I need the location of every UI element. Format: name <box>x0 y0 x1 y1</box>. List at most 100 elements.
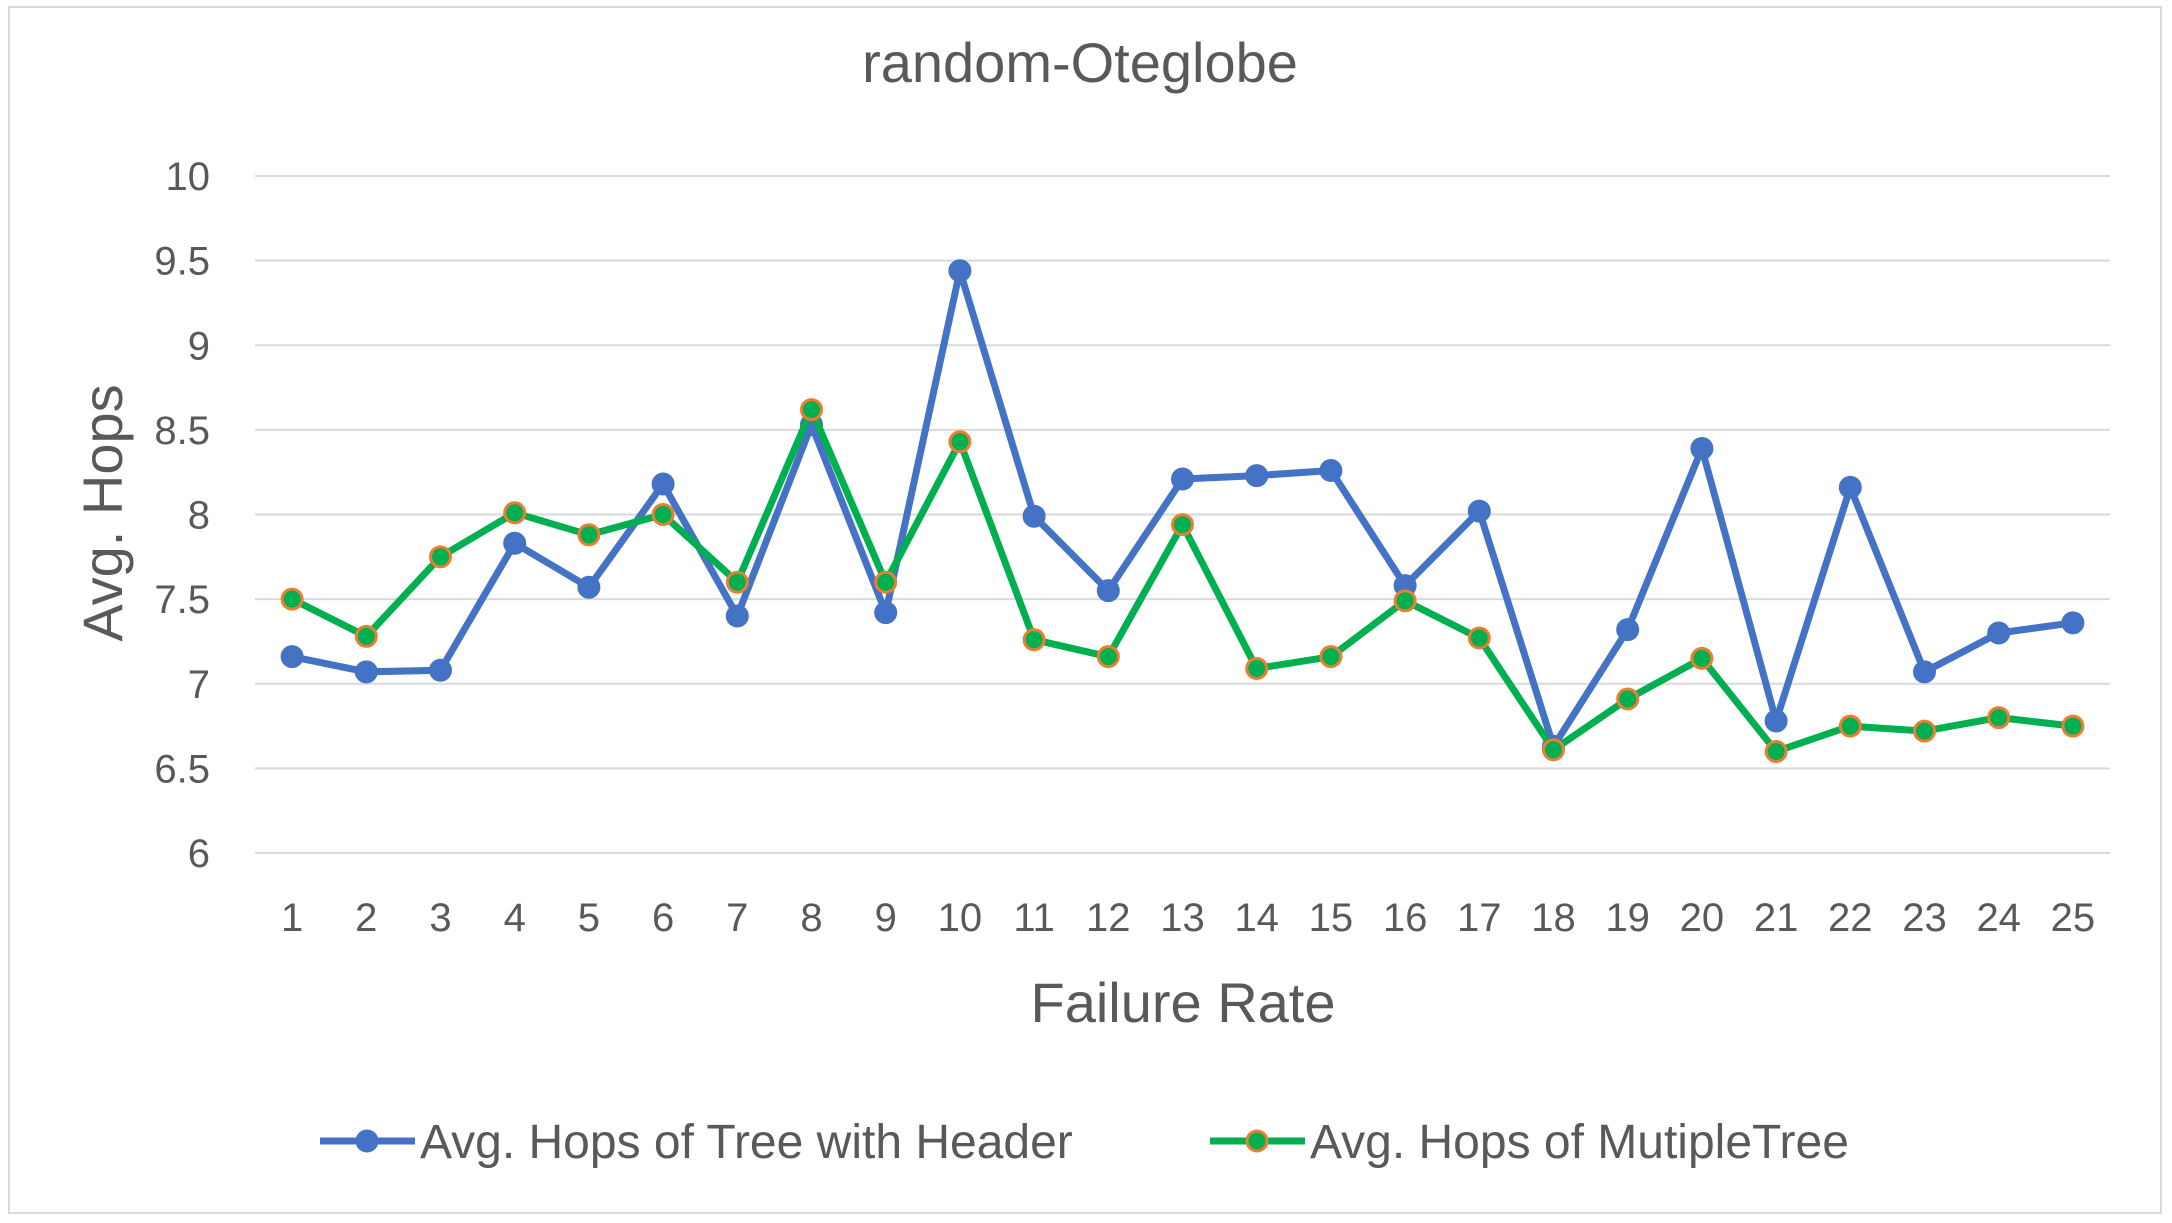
data-point <box>874 601 898 625</box>
data-point <box>800 398 823 422</box>
y-tick-label: 9 <box>188 324 210 368</box>
legend-item: Avg. Hops of MutipleTree <box>1210 1116 1849 1169</box>
data-point <box>1171 467 1194 491</box>
data-point <box>280 587 304 611</box>
data-point <box>354 660 378 684</box>
x-tick-label: 19 <box>1605 896 1650 940</box>
legend: Avg. Hops of Tree with Header Avg. Hops o… <box>320 1116 1849 1169</box>
series-line <box>288 267 2077 750</box>
data-point <box>354 624 378 648</box>
y-tick-label: 6.5 <box>154 747 210 791</box>
data-point <box>1764 709 1788 733</box>
legend-item: Avg. Hops of Tree with Header <box>320 1116 1073 1169</box>
x-tick-label: 2 <box>355 896 377 940</box>
legend-marker <box>1245 1129 1269 1153</box>
series-line <box>288 406 2077 755</box>
y-axis-title: Avg. Hops <box>71 384 134 641</box>
legend-marker <box>355 1129 379 1153</box>
data-point <box>1690 436 1714 460</box>
x-tick-label: 6 <box>652 896 674 940</box>
x-tick-label: 14 <box>1234 896 1279 940</box>
data-point <box>1838 714 1862 738</box>
data-point <box>503 501 527 525</box>
data-point <box>1987 621 2011 645</box>
data-point <box>1467 626 1491 650</box>
x-tick-label: 7 <box>726 896 748 940</box>
data-point <box>1690 646 1714 670</box>
x-tick-label: 9 <box>875 896 897 940</box>
x-axis-ticks: 1 2 3 4 5 6 7 8 9 10 11 12 13 14 15 16 17 18 19 20 21 22 23 24 2… <box>281 896 2095 940</box>
x-tick-label: 10 <box>938 896 983 940</box>
x-tick-label: 16 <box>1383 896 1428 940</box>
data-point <box>1913 719 1936 743</box>
x-tick-label: 25 <box>2051 896 2096 940</box>
data-point <box>651 503 675 526</box>
data-point <box>725 570 749 594</box>
data-point <box>1245 464 1269 488</box>
series-2 <box>280 398 2085 763</box>
data-point <box>2061 714 2085 738</box>
data-point <box>651 472 675 496</box>
data-point <box>1987 706 2011 730</box>
line-chart: 66.577.588.599.510 1 2 3 4 5 6 7 8 9 10 11 12 13 14 15… <box>71 31 2110 1169</box>
x-tick-label: 21 <box>1754 896 1799 940</box>
x-tick-label: 17 <box>1457 896 1502 940</box>
data-point <box>503 531 527 555</box>
data-point <box>429 545 452 569</box>
y-tick-label: 8.5 <box>154 409 210 453</box>
data-point <box>577 523 601 547</box>
data-point <box>1319 458 1343 482</box>
legend-label: Avg. Hops of Tree with Header <box>420 1116 1073 1169</box>
x-tick-label: 12 <box>1086 896 1131 940</box>
x-tick-label: 23 <box>1902 896 1947 940</box>
y-tick-label: 7 <box>188 663 210 707</box>
data-point <box>1838 475 1862 499</box>
series-lines <box>280 259 2085 763</box>
y-tick-label: 6 <box>188 832 210 876</box>
data-point <box>725 604 749 628</box>
y-tick-label: 9.5 <box>154 240 210 284</box>
data-point <box>1096 579 1120 603</box>
legend-label: Avg. Hops of MutipleTree <box>1310 1116 1849 1169</box>
data-point <box>948 259 972 283</box>
x-tick-label: 5 <box>578 896 600 940</box>
data-point <box>1616 687 1640 711</box>
chart-frame: 6 6.5 7 7.5 8 8.5 9 9.5 10 1 2 3 4 5 6 7 8 9 10 11 12 13 14 15… <box>8 6 2162 1214</box>
data-point <box>429 658 452 682</box>
x-tick-label: 15 <box>1309 896 1354 940</box>
x-tick-label: 24 <box>1976 896 2021 940</box>
y-axis-ticks: 6 6.5 7 7.5 8 8.5 9 9.5 10 <box>154 155 210 876</box>
data-point <box>1096 645 1120 669</box>
data-point <box>1022 628 1046 652</box>
data-point <box>1393 589 1417 613</box>
data-point <box>280 645 304 669</box>
data-point <box>948 430 972 454</box>
data-point <box>1022 504 1046 528</box>
data-point <box>874 570 898 594</box>
data-point <box>1319 645 1343 669</box>
x-tick-label: 4 <box>504 896 526 940</box>
data-point <box>1467 499 1491 523</box>
data-point <box>1764 739 1788 763</box>
data-point <box>1542 738 1565 762</box>
x-tick-label: 20 <box>1680 896 1725 940</box>
data-point <box>2061 611 2085 635</box>
chart-title: random-Oteglobe <box>862 31 1298 94</box>
data-point <box>1616 618 1640 642</box>
y-tick-label: 8 <box>188 494 210 538</box>
data-point <box>1913 660 1936 684</box>
y-tick-label: 10 <box>166 155 211 199</box>
x-tick-label: 3 <box>429 896 451 940</box>
x-tick-label: 13 <box>1160 896 1205 940</box>
data-point <box>577 575 601 599</box>
x-axis-title: Failure Rate <box>1030 971 1335 1034</box>
x-tick-label: 22 <box>1828 896 1873 940</box>
x-tick-label: 18 <box>1531 896 1576 940</box>
y-tick-label: 7.5 <box>154 578 210 622</box>
x-tick-label: 8 <box>800 896 822 940</box>
data-point <box>1171 513 1194 537</box>
x-tick-label: 1 <box>281 896 303 940</box>
series-1 <box>280 259 2085 758</box>
data-point <box>1245 657 1269 681</box>
x-tick-label: 11 <box>1013 896 1055 940</box>
